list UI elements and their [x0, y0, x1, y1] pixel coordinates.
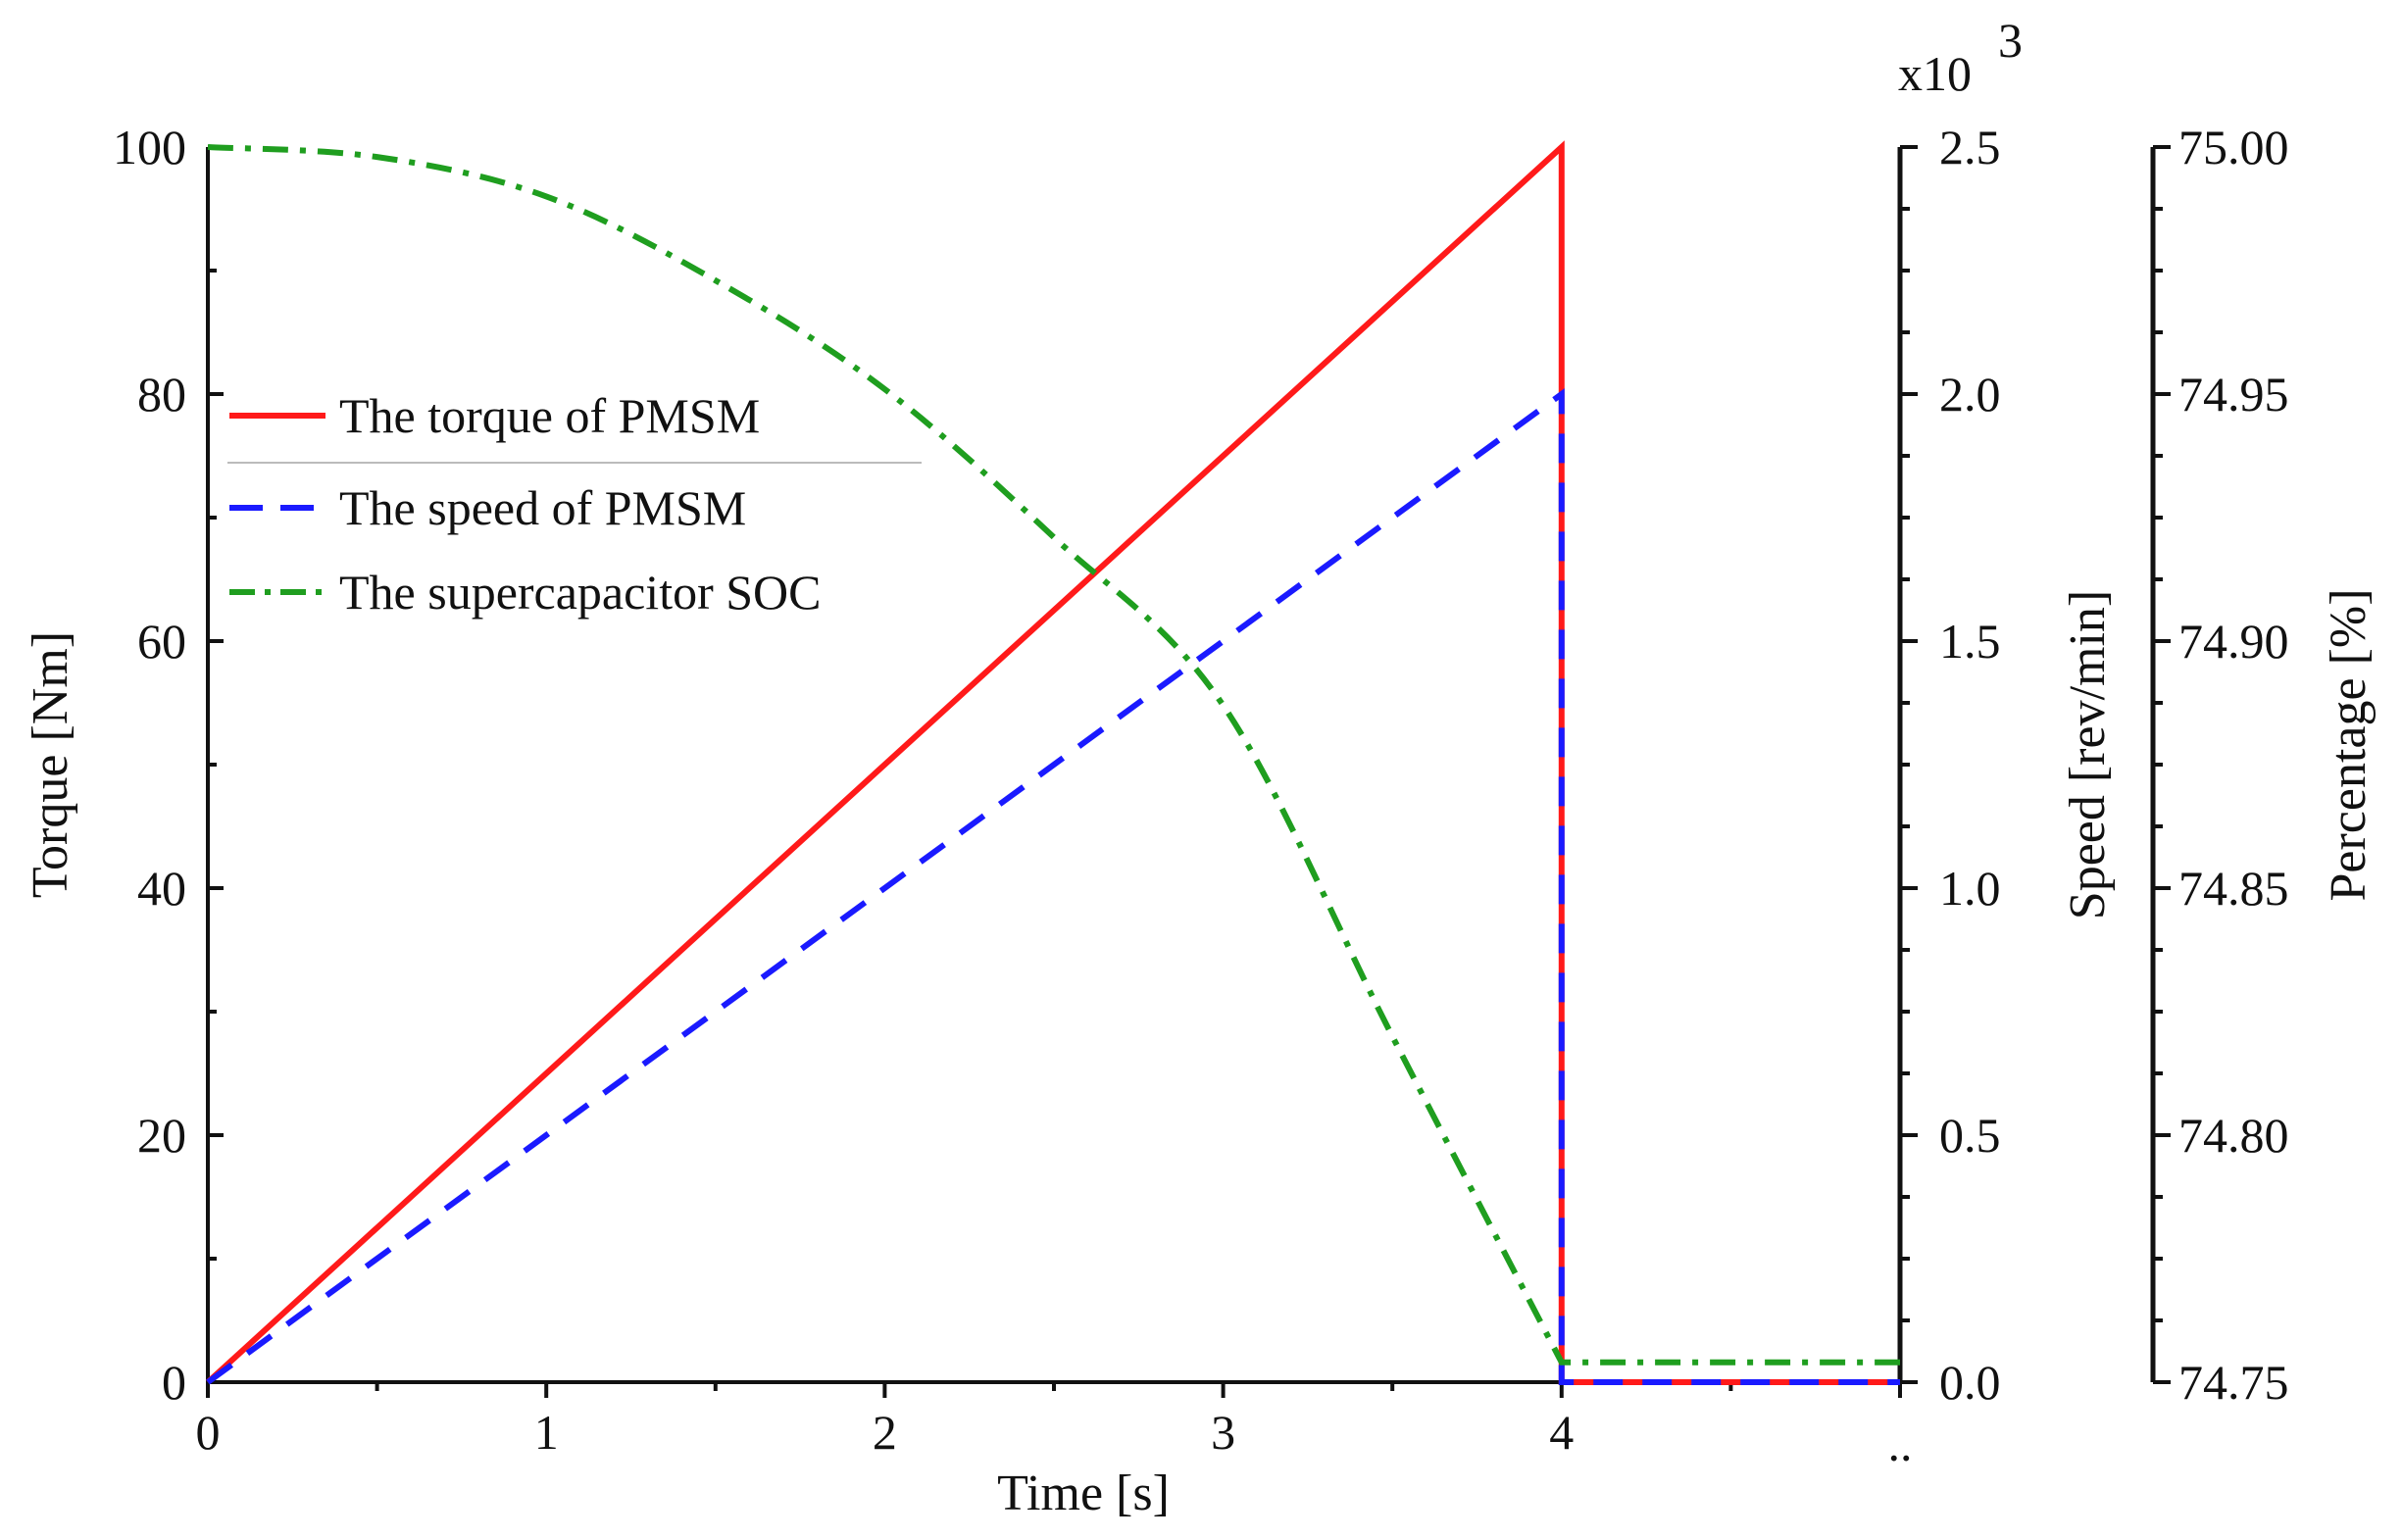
series-line-2 — [206, 388, 1900, 1385]
torque-tick-label: 20 — [137, 1108, 186, 1163]
soc-tick-label: 74.90 — [2178, 614, 2289, 669]
speed-axis-title: Speed [rev/min] — [2060, 590, 2116, 919]
soc-tick-label: 75.00 — [2178, 120, 2289, 174]
torque-tick-label: 100 — [113, 120, 186, 174]
speed-tick-label: 0.0 — [1939, 1355, 2001, 1410]
axis-labels: Time [s] Torque [Nm] Speed [rev/min] Percen… — [23, 588, 2377, 1521]
axes-layer: 0 1 2 3 4 .. 0 20 40 60 80 100 0.0 0.5 1.0 1.5 2.0 2.5 x10… — [113, 13, 2289, 1471]
speed-tick-label: 1.0 — [1939, 861, 2001, 916]
x-tick-label-extra: .. — [1888, 1416, 1913, 1471]
x-tick-label: 3 — [1211, 1405, 1235, 1460]
torque-tick-label: 80 — [137, 367, 186, 422]
x-tick-label: 1 — [534, 1405, 559, 1460]
torque-tick-label: 40 — [137, 861, 186, 916]
legend-label-3: The supercapacitor SOC — [339, 565, 822, 620]
x-tick-label: 4 — [1549, 1405, 1574, 1460]
legend: The torque of PMSM The speed of PMSM The s… — [227, 388, 922, 620]
soc-axis-title: Percentage [%] — [2321, 588, 2377, 901]
legend-label-2: The speed of PMSM — [339, 480, 746, 535]
soc-tick-label: 74.80 — [2178, 1108, 2289, 1163]
series-layer — [205, 140, 1900, 1385]
speed-multiplier-exponent: 3 — [1998, 13, 2023, 68]
speed-tick-label: 1.5 — [1939, 614, 2001, 669]
series-line-1 — [205, 140, 1900, 1385]
soc-tick-label: 74.95 — [2178, 367, 2289, 422]
x-tick-label: 0 — [196, 1405, 221, 1460]
soc-tick-label: 74.75 — [2178, 1355, 2289, 1410]
torque-tick-label: 60 — [137, 614, 186, 669]
x-axis-title: Time [s] — [997, 1465, 1170, 1521]
legend-label-1: The torque of PMSM — [339, 388, 760, 443]
speed-tick-label: 2.0 — [1939, 367, 2001, 422]
torque-axis-title: Torque [Nm] — [23, 631, 78, 898]
series-line-3 — [207, 144, 1900, 1366]
speed-tick-label: 0.5 — [1939, 1108, 2001, 1163]
speed-tick-label: 2.5 — [1939, 120, 2001, 174]
x-tick-label: 2 — [873, 1405, 897, 1460]
torque-tick-label: 0 — [162, 1355, 186, 1410]
soc-tick-label: 74.85 — [2178, 861, 2289, 916]
speed-multiplier: x10 — [1898, 46, 1972, 101]
